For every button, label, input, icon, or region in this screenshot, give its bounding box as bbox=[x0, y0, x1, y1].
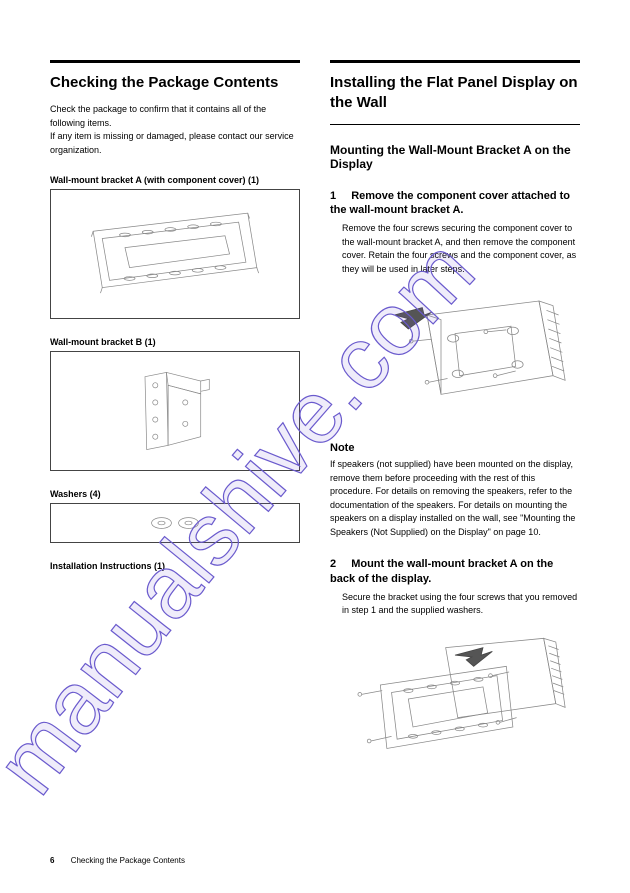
pkg-a-figure bbox=[50, 189, 300, 319]
pkg-b-figure bbox=[50, 351, 300, 471]
step-1-figure bbox=[330, 282, 580, 432]
page-footer: 6 Checking the Package Contents bbox=[50, 856, 185, 865]
pkg-c-figure bbox=[50, 503, 300, 543]
divider bbox=[330, 124, 580, 125]
page-footer-label: Checking the Package Contents bbox=[71, 856, 185, 865]
pkg-c-label: Washers (4) bbox=[50, 489, 300, 499]
step-2-body: Secure the bracket using the four screws… bbox=[342, 591, 580, 618]
bracket-b-drawing bbox=[115, 361, 235, 461]
pkg-b-label: Wall-mount bracket B (1) bbox=[50, 337, 300, 347]
bracket-a-drawing bbox=[75, 199, 275, 309]
page-number: 6 bbox=[50, 856, 54, 865]
step-2-num: 2 bbox=[330, 558, 336, 570]
step-1-num: 1 bbox=[330, 190, 336, 202]
pkg-a-label: Wall-mount bracket A (with component cov… bbox=[50, 175, 300, 185]
step-1-title: Remove the component cover attached to t… bbox=[330, 190, 570, 217]
left-heading: Checking the Package Contents bbox=[50, 73, 300, 93]
remove-cover-drawing bbox=[340, 287, 570, 427]
step-2-title: Mount the wall-mount bracket A on the ba… bbox=[330, 558, 553, 585]
right-heading: Installing the Flat Panel Display on the… bbox=[330, 73, 580, 114]
left-intro: Check the package to confirm that it con… bbox=[50, 103, 300, 157]
step-2-figure bbox=[330, 624, 580, 774]
mount-bracket-drawing bbox=[340, 629, 570, 769]
note-label: Note bbox=[330, 442, 580, 454]
step-1-body: Remove the four screws securing the comp… bbox=[342, 222, 580, 276]
washers-drawing bbox=[85, 509, 265, 537]
right-subheading: Mounting the Wall-Mount Bracket A on the… bbox=[330, 143, 580, 171]
pkg-d-label: Installation Instructions (1) bbox=[50, 561, 300, 571]
note-body: If speakers (not supplied) have been mou… bbox=[330, 458, 580, 539]
